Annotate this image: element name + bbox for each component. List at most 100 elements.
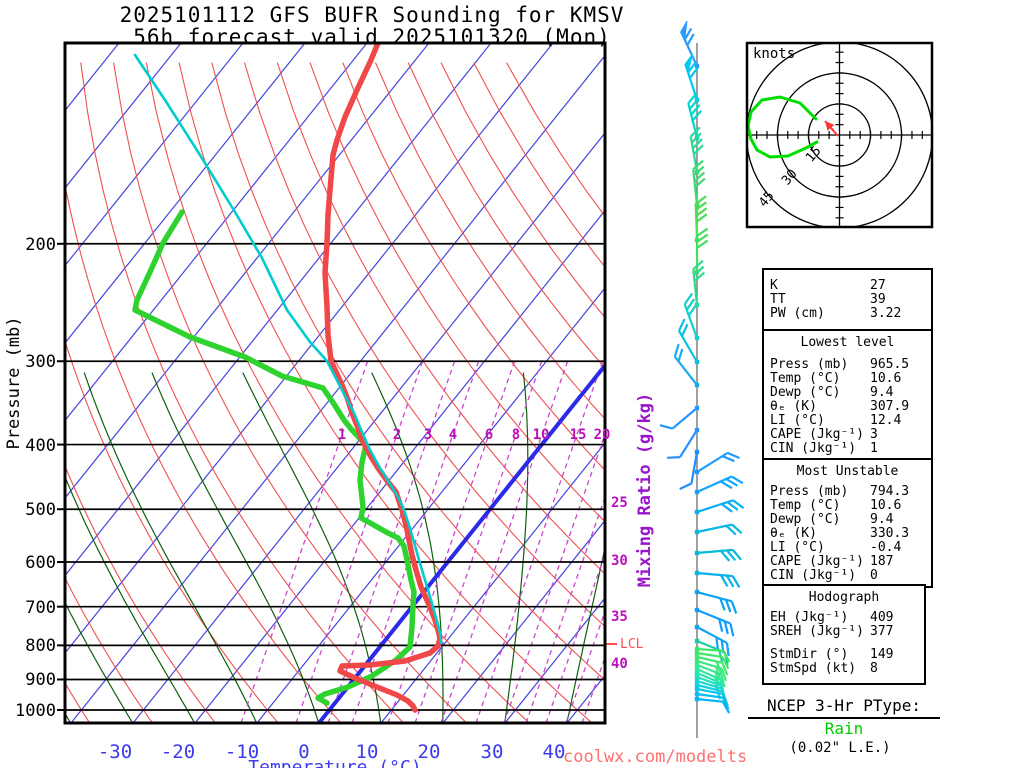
- temperature-tick-label: -10: [224, 741, 260, 763]
- mixing-ratio-right-label: 30: [611, 553, 628, 569]
- stats-row-label: TT: [770, 292, 786, 307]
- wind-barb: [694, 646, 731, 663]
- dry-adiabat-line: [309, 62, 605, 523]
- stats-row: LI (°C) 12.4: [764, 414, 931, 428]
- mixing-ratio-line: [327, 360, 456, 723]
- wind-barb: [694, 589, 738, 614]
- mixing-ratio-label: 3: [423, 427, 433, 443]
- stats-box: K 27 TT 39 PW (cm) 3.22: [762, 268, 933, 333]
- wind-barb: [673, 343, 700, 388]
- wind-barb: [694, 696, 731, 714]
- ptype-heading: NCEP 3-Hr PType:: [748, 696, 940, 719]
- stats-row-label: PW (cm): [770, 306, 825, 321]
- skewt-plot-area: [65, 43, 605, 723]
- stats-row-label: CIN (Jkg⁻¹): [770, 568, 857, 583]
- stats-box-title: Hodograph: [808, 590, 880, 605]
- hodograph-trace: [747, 95, 819, 159]
- mixing-ratio-label: 6: [484, 427, 494, 443]
- stats-row-label: θₑ (K): [770, 399, 817, 414]
- dry-adiabat-line: [65, 339, 279, 723]
- isotherm-line: [65, 43, 430, 499]
- mixing-ratio-line: [240, 360, 369, 723]
- stats-row-value: 8: [870, 661, 878, 676]
- wind-barb: [683, 292, 700, 341]
- stats-row-value: 3.22: [870, 306, 902, 321]
- pressure-tick-label: 800: [25, 636, 56, 657]
- temperature-tick-label: -20: [160, 741, 196, 763]
- stats-box-title: Lowest level: [800, 335, 895, 350]
- stats-row: Temp (°C) 10.6: [764, 499, 931, 513]
- wind-barb: [694, 451, 740, 475]
- pressure-tick-label: 200: [25, 234, 56, 255]
- stats-row-label: LI (°C): [770, 413, 825, 428]
- isotherm-line: [380, 442, 605, 723]
- stats-row: LI (°C) -0.4: [764, 541, 931, 555]
- isotherm-line: [65, 43, 368, 422]
- temperature-trace: [322, 43, 443, 713]
- stats-row: Press (mb) 794.3: [764, 485, 931, 499]
- stats-row-value: 149: [870, 647, 894, 662]
- dry-adiabat-line: [374, 62, 605, 420]
- stats-row-value: 307.9: [870, 399, 910, 414]
- pressure-tick-label: 700: [25, 597, 56, 618]
- wind-barb: [694, 499, 745, 515]
- stats-row-value: 9.4: [870, 512, 894, 527]
- stats-row: CIN (Jkg⁻¹) 1: [764, 442, 931, 456]
- dry-adiabat-line: [243, 62, 605, 628]
- stats-row-label: Temp (°C): [770, 371, 841, 386]
- isotherm-line: [132, 132, 605, 723]
- stats-row-value: 1: [870, 441, 878, 456]
- stats-row: PW (cm) 3.22: [764, 307, 931, 321]
- stats-box: Most Unstable Press (mb) 794.3 Temp (°C) 10.…: [762, 458, 933, 588]
- mixing-ratio-line: [503, 432, 605, 723]
- stats-row: K 27: [764, 279, 931, 293]
- stats-row: Dewp (°C) 9.4: [764, 513, 931, 527]
- stats-row-label: StmDir (°): [770, 647, 849, 662]
- ptype-value: Rain: [824, 719, 864, 738]
- wind-barb: [678, 318, 700, 365]
- dry-adiabat-line: [145, 62, 530, 723]
- stats-row-value: 39: [870, 292, 886, 307]
- mixing-ratio-label: 4: [448, 427, 458, 443]
- stats-row-value: 9.4: [870, 385, 894, 400]
- isotherm-line: [65, 43, 492, 577]
- wind-barb: [694, 570, 741, 588]
- stats-row-label: θₑ (K): [770, 526, 817, 541]
- stats-row-label: Dewp (°C): [770, 512, 841, 527]
- wind-barb: [694, 691, 730, 710]
- dry-adiabat-line: [440, 62, 605, 319]
- freezing-isotherm-line: [317, 362, 605, 723]
- stats-row: StmSpd (kt) 8: [764, 662, 924, 676]
- stats-row-value: 377: [870, 624, 894, 639]
- stats-row: CIN (Jkg⁻¹) 0: [764, 569, 931, 583]
- mixing-ratio-line: [414, 360, 543, 723]
- isotherm-line: [194, 209, 605, 723]
- mixing-ratio-right-label: 25: [611, 495, 628, 511]
- wind-barb: [679, 449, 700, 491]
- mixing-ratio-right-label: 40: [611, 656, 628, 672]
- mixing-ratio-line: [295, 360, 424, 723]
- isotherm-line: [65, 43, 554, 654]
- mixing-ratio-line: [581, 655, 605, 723]
- stats-box: Hodograph EH (Jkg⁻¹) 409 SREH (Jkg⁻¹) 377 Stm…: [762, 584, 926, 685]
- watermark-link[interactable]: coolwx.com/modelts: [563, 747, 748, 767]
- dry-adiabat-line: [276, 62, 605, 575]
- mixing-ratio-line: [565, 609, 605, 723]
- moist-adiabat-line: [504, 372, 529, 723]
- pressure-tick-label: 600: [25, 553, 56, 574]
- dry-adiabat-line: [113, 62, 468, 723]
- moist-adiabat-line: [371, 372, 444, 723]
- stats-row-label: Press (mb): [770, 484, 849, 499]
- dry-adiabat-line: [65, 576, 154, 723]
- stats-row-value: 965.5: [870, 357, 910, 372]
- stats-row-label: K: [770, 278, 778, 293]
- stats-row-label: LI (°C): [770, 540, 825, 555]
- mixing-ratio-axis-label: Mixing Ratio (g/kg): [635, 392, 655, 588]
- stats-row-value: 12.4: [870, 413, 902, 428]
- stats-row-label: SREH (Jkg⁻¹): [770, 624, 864, 639]
- stats-row-value: 3: [870, 427, 878, 442]
- title-line2: 56h forecast valid 2025101320 (Mon): [133, 25, 611, 49]
- stats-box: Lowest level Press (mb) 965.5 Temp (°C) 10.6…: [762, 329, 933, 462]
- isotherm-line: [65, 43, 306, 344]
- wind-barb: [694, 650, 730, 670]
